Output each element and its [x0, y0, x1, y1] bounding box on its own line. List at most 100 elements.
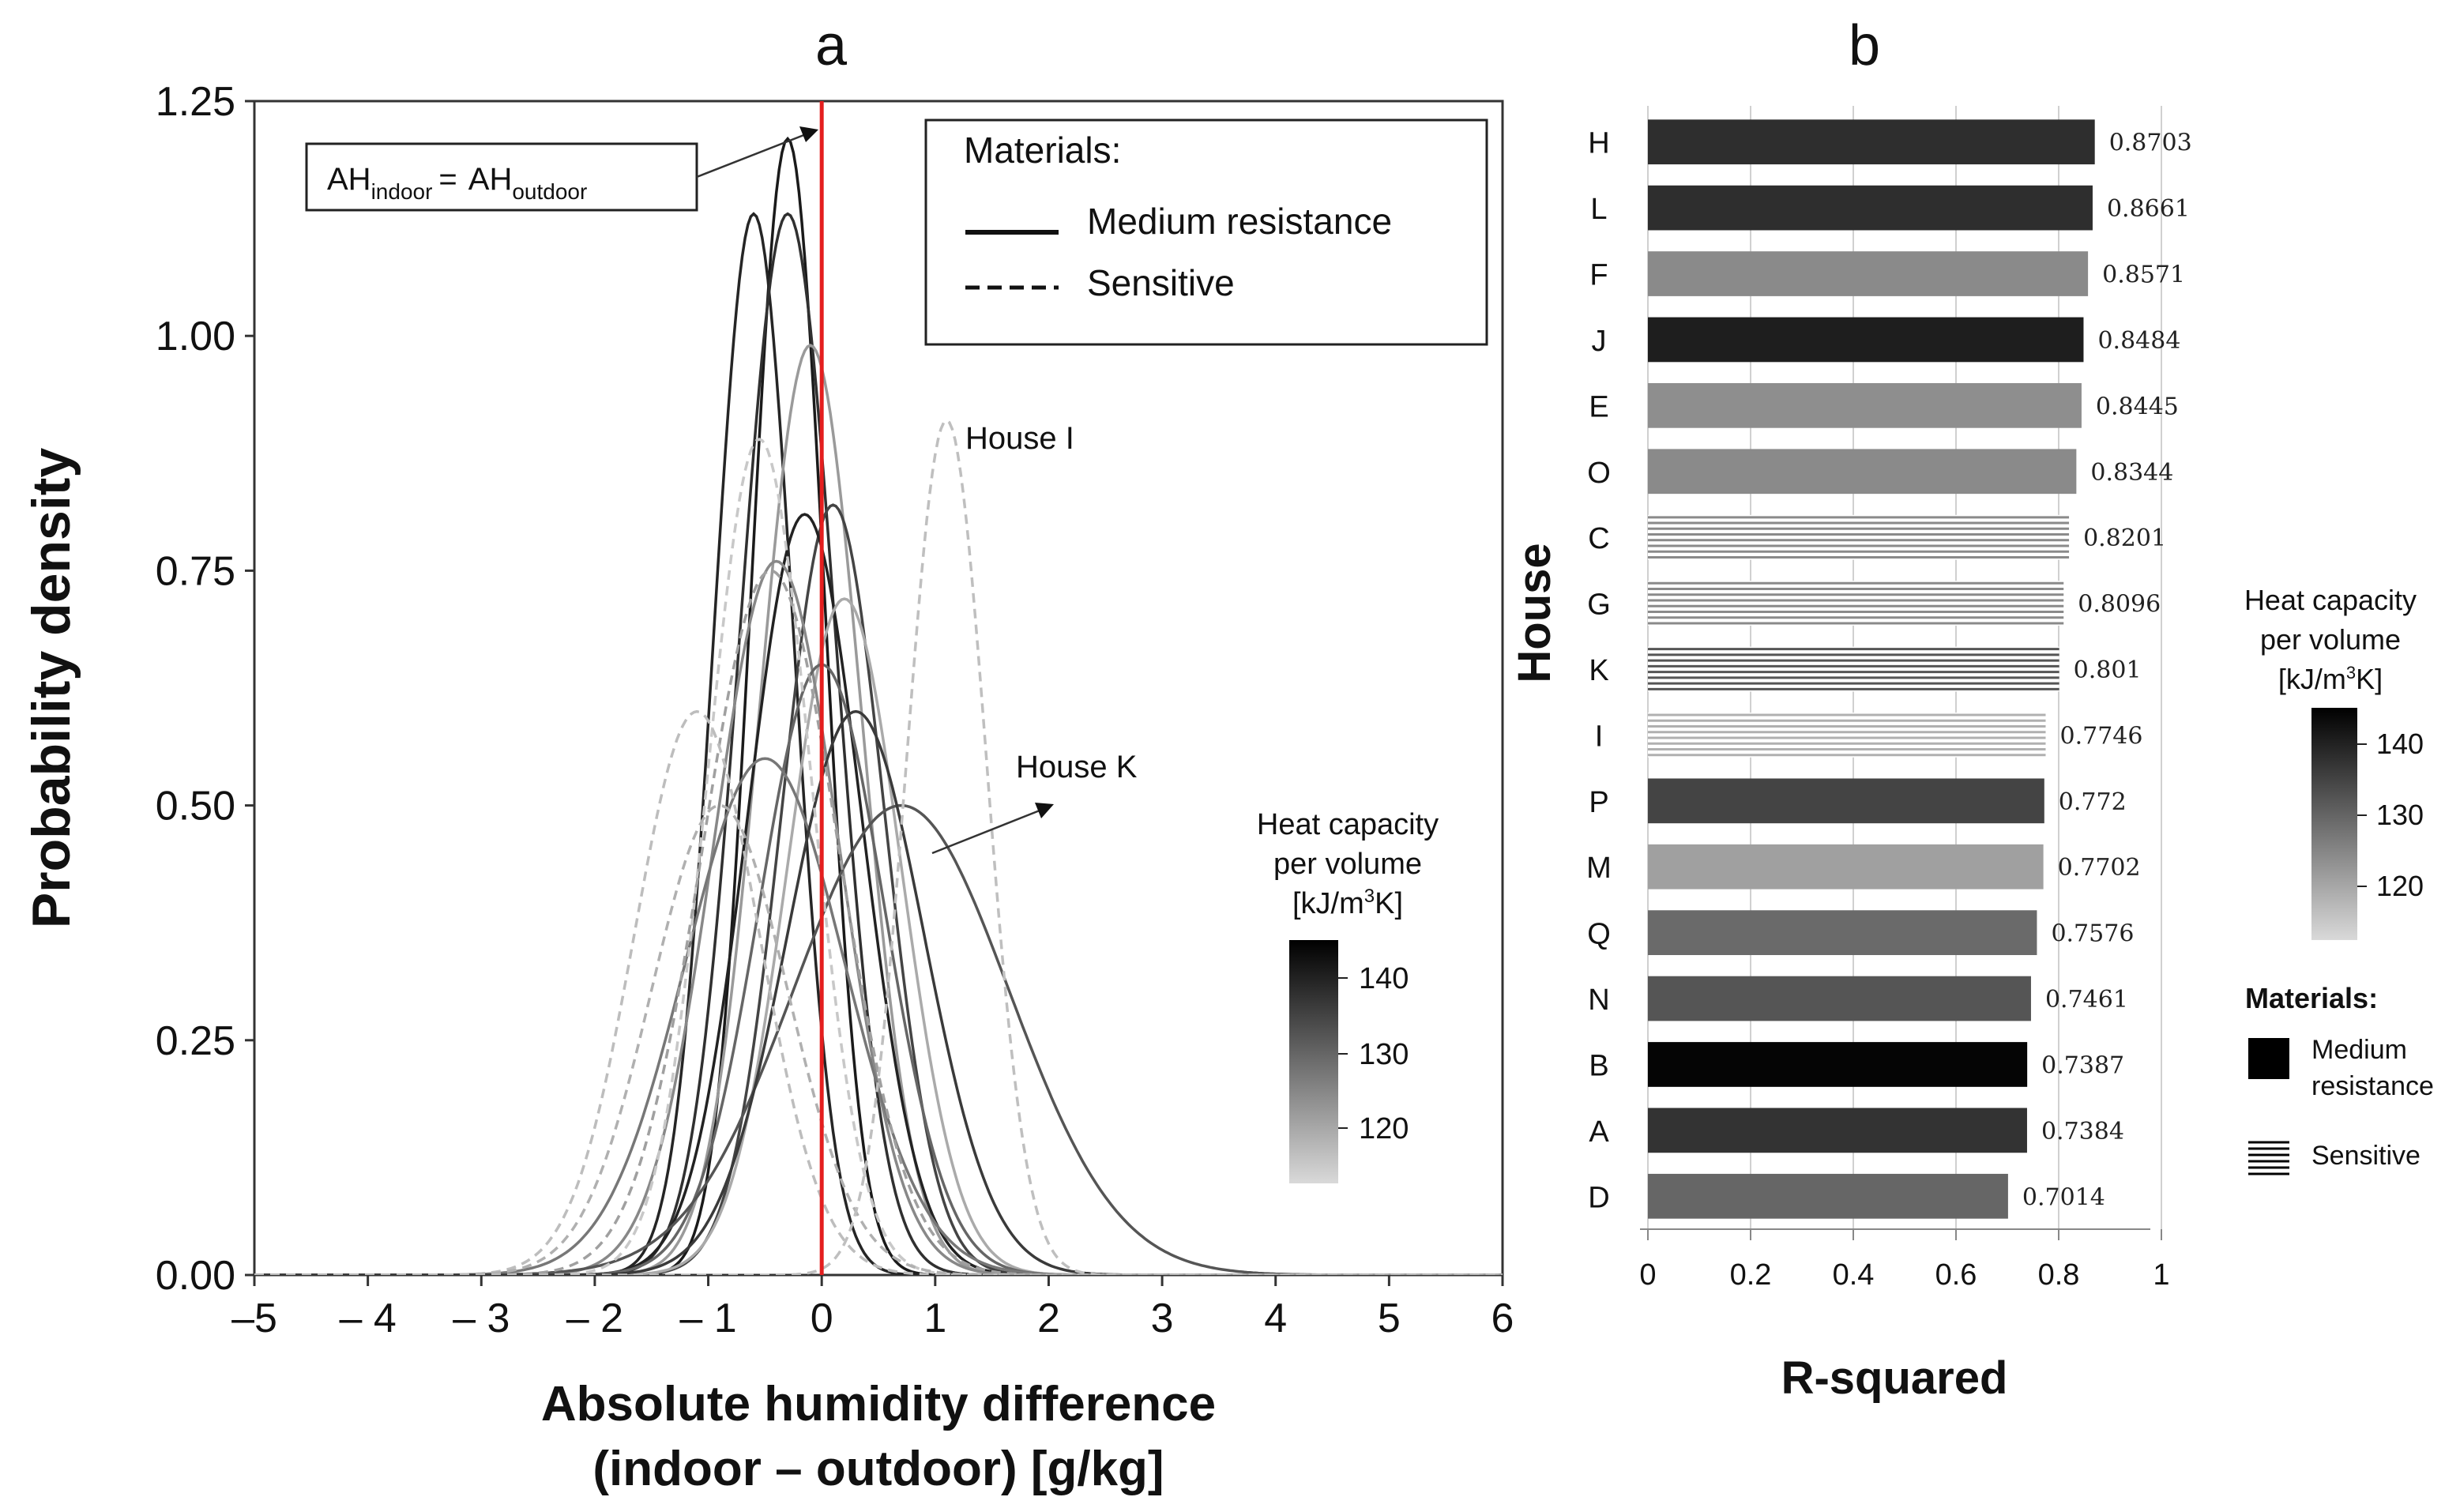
panel-a-colorbar-title-1: Heat capacity — [1257, 808, 1439, 841]
panel-b-x-tick-label: 1 — [2153, 1258, 2169, 1292]
category-label-house-G: G — [1587, 589, 1611, 622]
y-tick-label: 0.50 — [156, 784, 235, 829]
panel-b-x-tick-label: 0.8 — [2038, 1258, 2080, 1292]
bar-house-E — [1648, 382, 2082, 428]
panel-a-colorbar-label-130: 130 — [1359, 1038, 1409, 1071]
category-label-house-C: C — [1588, 522, 1609, 555]
x-tick-label: – 2 — [566, 1296, 623, 1341]
panel-a-x-label: Absolute humidity difference — [541, 1377, 1216, 1431]
x-tick-label: 2 — [1037, 1296, 1060, 1341]
panel-b-bars — [1648, 119, 2095, 1219]
panel-b-colorbar-label-130: 130 — [2376, 799, 2424, 831]
panel-a-label: a — [815, 14, 848, 77]
y-tick-label: 1.25 — [156, 79, 235, 125]
bar-house-G — [1648, 581, 2064, 626]
bar-house-I — [1648, 713, 2046, 758]
panel-b-legend-medium-1: Medium — [2311, 1035, 2407, 1065]
value-label-house-C: 0.8201 — [2083, 525, 2166, 552]
panel-a-curves — [254, 136, 1503, 1275]
category-label-house-D: D — [1588, 1181, 1609, 1214]
panel-b-colorbar-title-2: per volume — [2260, 623, 2401, 656]
category-label-house-L: L — [1590, 193, 1607, 226]
panel-b-colorbar — [2311, 708, 2357, 940]
density-curve — [254, 513, 1503, 1275]
bar-house-A — [1648, 1108, 2027, 1153]
value-label-house-L: 0.8661 — [2107, 195, 2190, 223]
density-curve — [254, 344, 1503, 1275]
panel-b-legend-sensitive: Sensitive — [2311, 1141, 2421, 1171]
panel-b-x-label: R-squared — [1781, 1352, 2008, 1404]
value-label-house-A: 0.7384 — [2041, 1118, 2124, 1145]
bar-house-Q — [1648, 910, 2037, 956]
value-label-house-B: 0.7387 — [2041, 1051, 2124, 1079]
density-curve — [254, 136, 1503, 1275]
annotation-arrow — [696, 133, 807, 179]
category-label-house-I: I — [1595, 720, 1604, 753]
panel-a-colorbar — [1289, 940, 1338, 1183]
value-label-house-D: 0.7014 — [2022, 1183, 2105, 1211]
bar-house-N — [1648, 976, 2031, 1021]
bar-house-K — [1648, 646, 2059, 692]
category-label-house-Q: Q — [1587, 918, 1611, 951]
panel-b-label: b — [1849, 14, 1880, 77]
category-label-house-B: B — [1589, 1049, 1608, 1082]
panel-a-x-label-line2: (indoor – outdoor) [g/kg] — [592, 1442, 1164, 1496]
density-curve — [254, 438, 1503, 1275]
x-tick-label: 6 — [1491, 1296, 1514, 1341]
x-tick-label: 4 — [1264, 1296, 1287, 1341]
value-label-house-P: 0.772 — [2059, 788, 2127, 816]
panel-b-legend-title: Materials: — [2245, 982, 2378, 1014]
panel-b-colorbar-label-140: 140 — [2376, 728, 2424, 760]
panel-b-y-label: House — [1509, 543, 1560, 683]
panel-a-x-axis: –5 – 4 – 3 – 2 – 1 0 1 2 3 4 5 6 — [231, 1275, 1514, 1341]
value-label-house-I: 0.7746 — [2059, 722, 2142, 750]
category-label-house-N: N — [1588, 984, 1609, 1017]
bar-house-C — [1648, 514, 2070, 560]
panel-b-x-tick-label: 0.2 — [1730, 1258, 1772, 1292]
y-tick-label: 0.25 — [156, 1018, 235, 1064]
value-label-house-H: 0.8703 — [2109, 130, 2192, 157]
panel-a-plot-frame — [253, 100, 1504, 1277]
house-k-arrowhead — [1035, 803, 1054, 818]
bar-house-M — [1648, 844, 2044, 890]
bar-house-O — [1648, 449, 2077, 495]
panel-b-legend-sensitive-swatch — [2248, 1141, 2289, 1175]
bar-house-P — [1648, 778, 2044, 824]
x-tick-label: 0 — [811, 1296, 833, 1341]
panel-b-legend-medium-swatch — [2248, 1038, 2289, 1079]
panel-a-colorbar-title-3: [kJ/m3K] — [1292, 886, 1403, 920]
panel-b-x-tick-label: 0.6 — [1935, 1258, 1977, 1292]
panel-a-legend-title: Materials: — [964, 130, 1121, 171]
x-tick-label: 1 — [923, 1296, 946, 1341]
category-label-house-J: J — [1592, 325, 1607, 358]
panel-b-colorbar-title-3: [kJ/m3K] — [2278, 663, 2383, 695]
value-label-house-M: 0.7702 — [2058, 854, 2141, 882]
category-label-house-A: A — [1589, 1115, 1609, 1149]
bar-house-H — [1648, 119, 2095, 165]
category-label-house-O: O — [1587, 457, 1611, 490]
panel-a-colorbar-title-2: per volume — [1273, 848, 1422, 881]
house-k-label: House K — [1016, 750, 1138, 784]
panel-b-legend-medium-2: resistance — [2311, 1071, 2434, 1101]
panel-b-value-labels: 0.8703 0.8661 0.8571 0.8484 0.8445 0.8344 0.82… — [2022, 130, 2192, 1212]
density-curve — [254, 663, 1503, 1275]
panel-b-colorbar-label-120: 120 — [2376, 870, 2424, 902]
y-tick-label: 0.00 — [156, 1253, 235, 1299]
value-label-house-K: 0.801 — [2074, 656, 2142, 684]
density-curve — [254, 212, 1503, 1275]
bar-house-J — [1648, 317, 2084, 363]
panel-a-legend-sensitive: Sensitive — [1087, 262, 1235, 303]
value-label-house-J: 0.8484 — [2097, 327, 2180, 355]
x-tick-label: –5 — [231, 1296, 277, 1341]
panel-b-x-tick-label: 0.4 — [1833, 1258, 1875, 1292]
panel-a-colorbar-label-140: 140 — [1359, 962, 1409, 995]
value-label-house-G: 0.8096 — [2078, 591, 2161, 619]
category-label-house-F: F — [1589, 259, 1608, 292]
category-label-house-M: M — [1586, 852, 1612, 885]
density-curve — [254, 709, 1503, 1275]
category-label-house-E: E — [1589, 390, 1608, 423]
bar-house-B — [1648, 1042, 2028, 1087]
panel-a-colorbar-label-120: 120 — [1359, 1112, 1409, 1145]
bar-house-D — [1648, 1173, 2008, 1219]
